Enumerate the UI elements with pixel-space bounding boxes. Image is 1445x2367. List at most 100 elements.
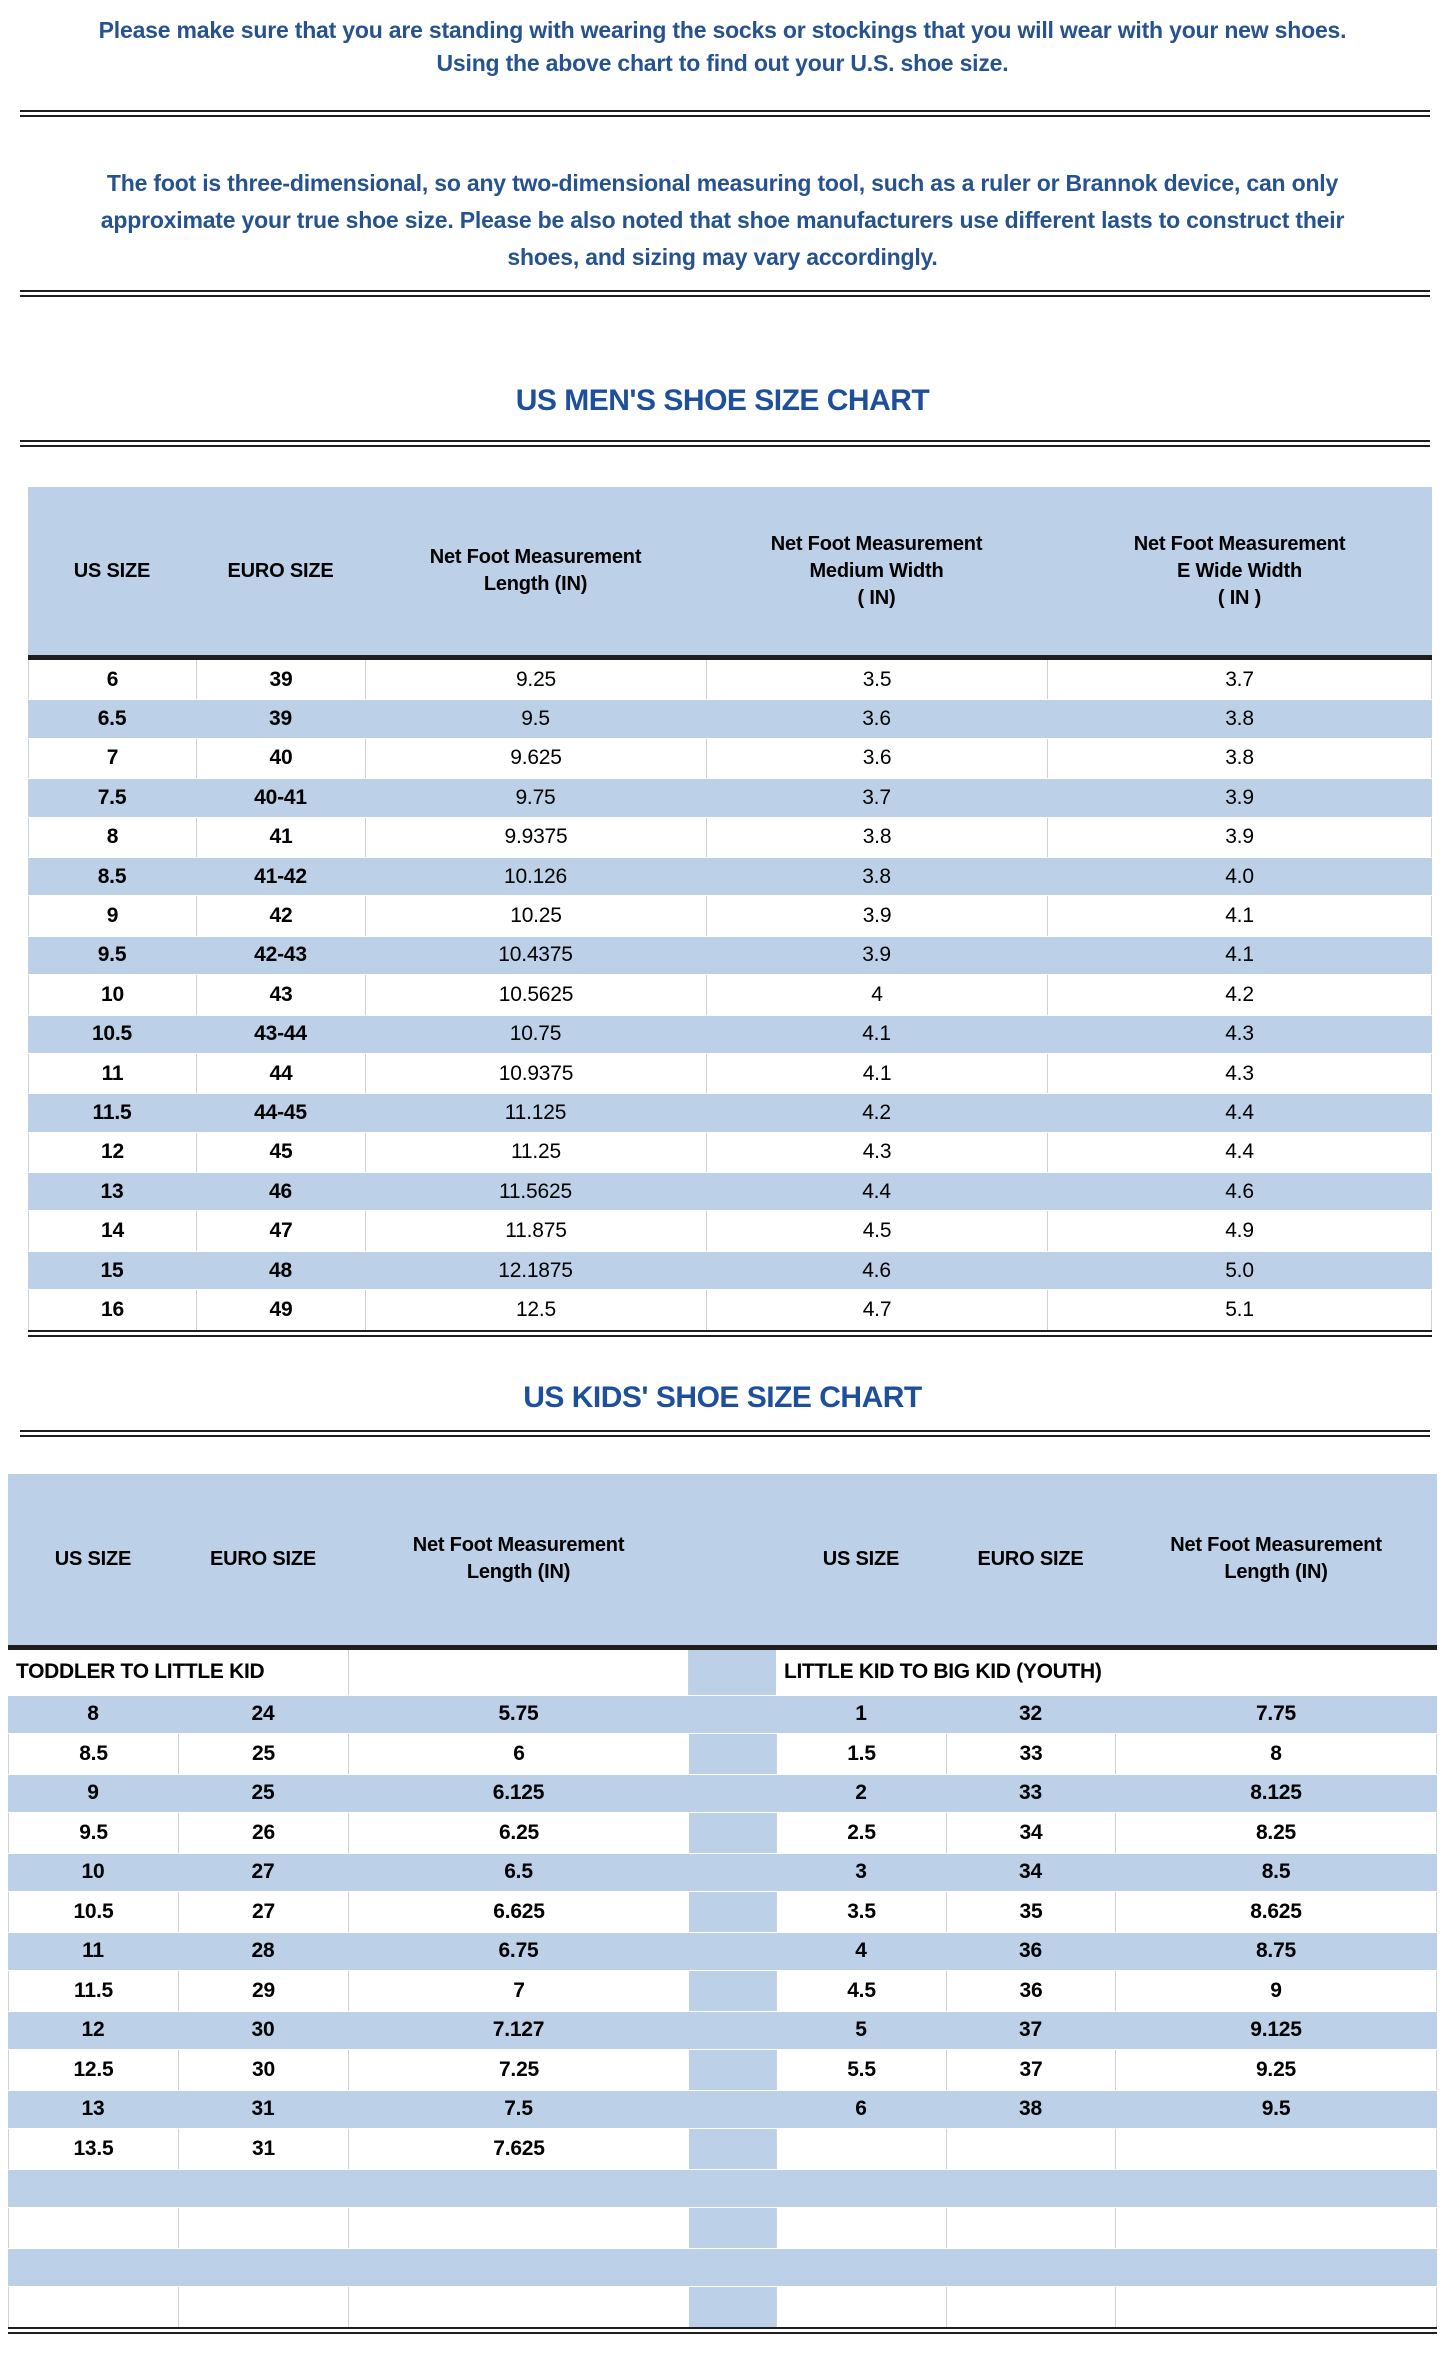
mens-cell: 4.5: [706, 1211, 1047, 1251]
header-divider: [689, 1474, 776, 1645]
mens-table-row: 8 41 9.9375 3.8 3.9: [28, 817, 1432, 857]
mens-cell: 4.3: [1047, 1053, 1432, 1094]
divider-cell: [689, 2208, 776, 2248]
kids-cell: 3: [855, 1860, 867, 1884]
mens-cell: 39: [196, 660, 365, 700]
separator: [20, 110, 1430, 117]
header-cell-euro-size-left: EURO SIZE: [210, 1547, 316, 1570]
mens-cell: 4.2: [1047, 975, 1432, 1015]
divider-cell: [689, 2090, 776, 2129]
kids-cell: 7.25: [348, 2050, 689, 2090]
mens-table-row: 15 48 12.1875 4.6 5.0: [28, 1250, 1432, 1291]
kids-cell: 3.5: [776, 1892, 946, 1932]
kids-cell: 8.5: [8, 1734, 178, 1774]
kids-cell: 10: [81, 1860, 105, 1884]
kids-cell: 24: [251, 1702, 275, 1726]
kids-cell: 34: [946, 1813, 1115, 1853]
separator: [20, 290, 1430, 297]
kids-table-row: 11.5 29 7 4.5 36 9: [8, 1971, 1437, 2011]
kids-table-header: US SIZE EURO SIZE Net Foot Measurement L…: [8, 1473, 1437, 1645]
kids-cell: [178, 2170, 348, 2208]
mens-cell: 13: [100, 1179, 124, 1203]
mens-cell: 4.1: [1047, 896, 1432, 936]
note-text: The foot is three-dimensional, so any tw…: [100, 170, 1345, 270]
mens-cell: 4.3: [1225, 1022, 1254, 1046]
kids-table-row: 9 25 6.125 2 33 8.125: [8, 1773, 1437, 1814]
kids-cell: [1115, 2287, 1437, 2327]
kids-cell: 4: [855, 1939, 867, 1963]
mens-cell: 4.2: [862, 1100, 891, 1124]
divider-cell: [689, 1971, 776, 2011]
kids-cell: 7.75: [1255, 1702, 1297, 1726]
kids-cell: [8, 2287, 178, 2327]
kids-cell: 6.625: [348, 1892, 689, 1932]
kids-cell: [348, 2208, 689, 2248]
intro-text: Please make sure that you are standing w…: [98, 17, 1347, 76]
mens-cell: 3.8: [1047, 738, 1432, 779]
kids-cell: 29: [178, 1971, 348, 2011]
mens-cell: 3.9: [1225, 785, 1254, 809]
kids-table-rows: 8 24 5.75 1 32 7.75 8.5 25 6 1.5 33 8 9 25 6.125 2 33 8.1…: [8, 1694, 1437, 2327]
kids-cell: 1: [855, 1702, 867, 1726]
kids-cell: 5.75: [498, 1702, 539, 1726]
kids-cell: 8.625: [1115, 1892, 1437, 1932]
mens-cell: 10.9375: [365, 1053, 706, 1094]
mens-cell: 10: [28, 975, 196, 1015]
kids-cell: [776, 2287, 946, 2327]
kids-cell: 8: [1115, 1734, 1437, 1774]
mens-table-row: 13 46 11.5625 4.4 4.6: [28, 1172, 1432, 1212]
divider-cell: [689, 1695, 776, 1734]
kids-cell: 8.75: [1255, 1939, 1297, 1963]
kids-table-row: 8 24 5.75 1 32 7.75: [8, 1694, 1437, 1735]
separator: [20, 440, 1430, 447]
mens-cell: 4.7: [706, 1290, 1047, 1330]
mens-size-table: US SIZE EURO SIZE Net Foot Measurement L…: [28, 487, 1432, 1337]
header-cell-length-right: Net Foot Measurement Length (IN): [1170, 1534, 1382, 1584]
kids-table-row: [8, 2287, 1437, 2327]
mens-cell: 4.1: [1225, 943, 1254, 967]
mens-cell: 11.5: [92, 1100, 132, 1124]
mens-cell: 5.1: [1047, 1290, 1432, 1330]
kids-cell: [1115, 2249, 1437, 2287]
kids-chart-title: US KIDS' SHOE SIZE CHART: [523, 1380, 922, 1414]
mens-cell: 39: [269, 707, 292, 731]
mens-table-row: 10 43 10.5625 4 4.2: [28, 975, 1432, 1015]
mens-cell: 43: [196, 975, 365, 1015]
kids-cell: 34: [1019, 1860, 1042, 1884]
kids-cell: 8.5: [1261, 1860, 1291, 1884]
divider-cell: [689, 1892, 776, 1932]
kids-table-row: 8.5 25 6 1.5 33 8: [8, 1734, 1437, 1774]
divider-cell: [689, 1813, 776, 1853]
kids-cell: [776, 2170, 946, 2208]
kids-table-row: 12 30 7.127 5 37 9.125: [8, 2010, 1437, 2051]
mens-chart-title: US MEN'S SHOE SIZE CHART: [515, 384, 930, 417]
mens-table-row: 11.5 44-45 11.125 4.2 4.4: [28, 1093, 1432, 1133]
kids-cell: [776, 2129, 946, 2169]
mens-cell: 10.5625: [365, 975, 706, 1015]
kids-cell: 30: [178, 2050, 348, 2090]
kids-table-row: [8, 2168, 1437, 2209]
mens-cell: 3.7: [1047, 660, 1432, 700]
kids-cell: 31: [251, 2097, 275, 2121]
mens-cell: 7.5: [97, 785, 127, 809]
kids-cell: 12: [81, 2018, 105, 2042]
mens-cell: 4.4: [1225, 1100, 1254, 1124]
kids-cell: 9: [1115, 1971, 1437, 2011]
mens-cell: 9.625: [365, 738, 706, 779]
divider-cell: [689, 2050, 776, 2090]
mens-cell: 4.4: [1047, 1132, 1432, 1173]
mens-cell: 46: [269, 1179, 292, 1203]
kids-cell: 8: [87, 1702, 99, 1726]
mens-table-rows: 6 39 9.25 3.5 3.7 6.5 39 9.5 3.6 3.8 7 40 9.625 3.6 3.…: [28, 660, 1432, 1330]
mens-table-row: 7.5 40-41 9.75 3.7 3.9: [28, 778, 1432, 818]
table-bottom-rule: [8, 2326, 1437, 2334]
mens-cell: 4.1: [862, 1022, 891, 1046]
kids-table-row: 10 27 6.5 3 34 8.5: [8, 1852, 1437, 1893]
kids-table-row: 12.5 30 7.25 5.5 37 9.25: [8, 2050, 1437, 2090]
kids-cell: 8.125: [1250, 1781, 1302, 1805]
kids-cell: [178, 2287, 348, 2327]
mens-table-row: 7 40 9.625 3.6 3.8: [28, 738, 1432, 779]
kids-cell: 1.5: [776, 1734, 946, 1774]
mens-table-row: 12 45 11.25 4.3 4.4: [28, 1132, 1432, 1173]
kids-cell: [348, 2249, 689, 2287]
